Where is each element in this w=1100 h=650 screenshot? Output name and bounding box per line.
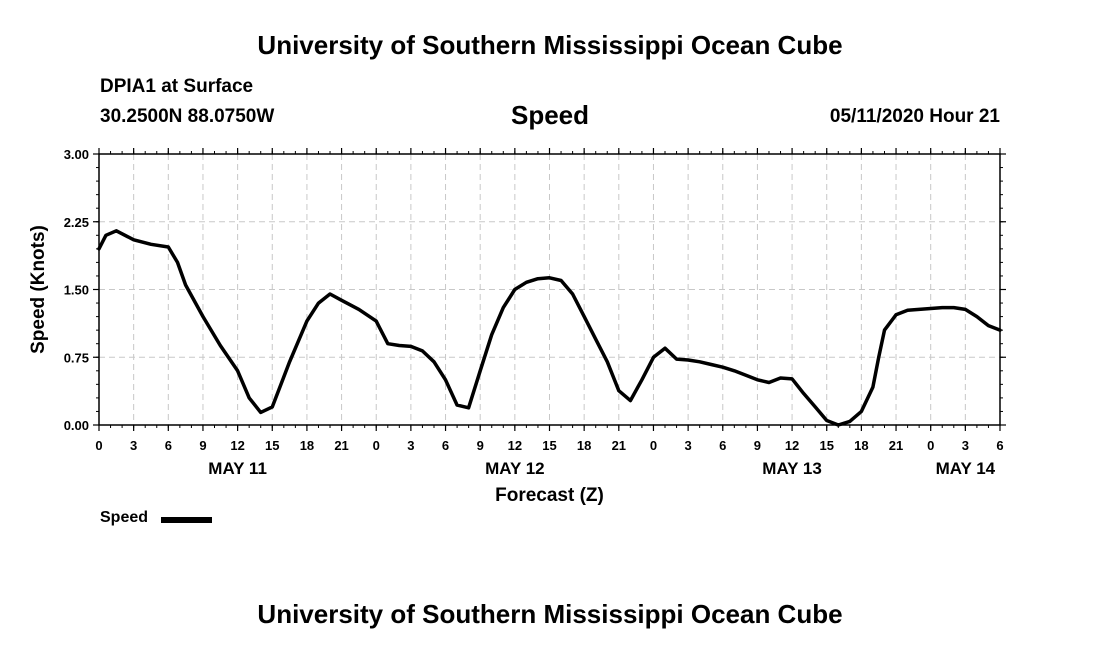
- x-tick-label: 3: [962, 438, 969, 453]
- station-label: DPIA1 at Surface: [100, 76, 254, 97]
- day-label: MAY 14: [936, 459, 996, 478]
- x-tick-label: 0: [95, 438, 102, 453]
- x-tick-label: 6: [165, 438, 172, 453]
- x-tick-label: 0: [650, 438, 657, 453]
- day-label: MAY 11: [208, 459, 267, 478]
- coordinates-label: 30.2500N 88.0750W: [100, 106, 275, 127]
- x-tick-label: 15: [819, 438, 833, 453]
- x-tick-label: 0: [373, 438, 380, 453]
- x-tick-label: 9: [754, 438, 761, 453]
- y-tick-label: 1.50: [64, 283, 89, 298]
- x-tick-label: 12: [230, 438, 244, 453]
- x-axis-label: Forecast (Z): [495, 485, 604, 506]
- x-tick-label: 12: [508, 438, 522, 453]
- x-tick-label: 21: [612, 438, 626, 453]
- day-label: MAY 13: [762, 459, 822, 478]
- y-tick-label: 2.25: [64, 215, 89, 230]
- x-tick-label: 12: [785, 438, 799, 453]
- x-tick-label: 6: [996, 438, 1003, 453]
- x-tick-label: 3: [130, 438, 137, 453]
- y-tick-label: 0.75: [64, 350, 89, 365]
- x-tick-label: 6: [719, 438, 726, 453]
- day-label: MAY 12: [485, 459, 545, 478]
- x-tick-label: 15: [265, 438, 279, 453]
- footer-title: University of Southern Mississippi Ocean…: [257, 599, 843, 629]
- y-tick-label: 3.00: [64, 147, 89, 162]
- chart-title: Speed: [510, 100, 590, 130]
- legend-label: Speed: [100, 509, 149, 526]
- x-tick-label: 9: [477, 438, 484, 453]
- run-time-label: 05/11/2020 Hour 21: [829, 106, 1000, 127]
- y-axis-label: Speed (Knots): [28, 225, 49, 354]
- legend-swatch: [161, 517, 212, 523]
- x-tick-label: 15: [542, 438, 556, 453]
- x-tick-label: 21: [889, 438, 903, 453]
- x-tick-label: 3: [684, 438, 691, 453]
- x-tick-label: 18: [577, 438, 591, 453]
- x-tick-label: 9: [199, 438, 206, 453]
- series-line-speed: [97, 229, 1002, 427]
- x-tick-label: 18: [854, 438, 868, 453]
- x-tick-label: 3: [407, 438, 414, 453]
- x-tick-label: 21: [334, 438, 348, 453]
- x-tick-label: 6: [442, 438, 449, 453]
- page-title: University of Southern Mississippi Ocean…: [257, 30, 843, 60]
- x-tick-label: 18: [300, 438, 314, 453]
- x-tick-label: 0: [927, 438, 934, 453]
- y-tick-label: 0.00: [64, 418, 89, 433]
